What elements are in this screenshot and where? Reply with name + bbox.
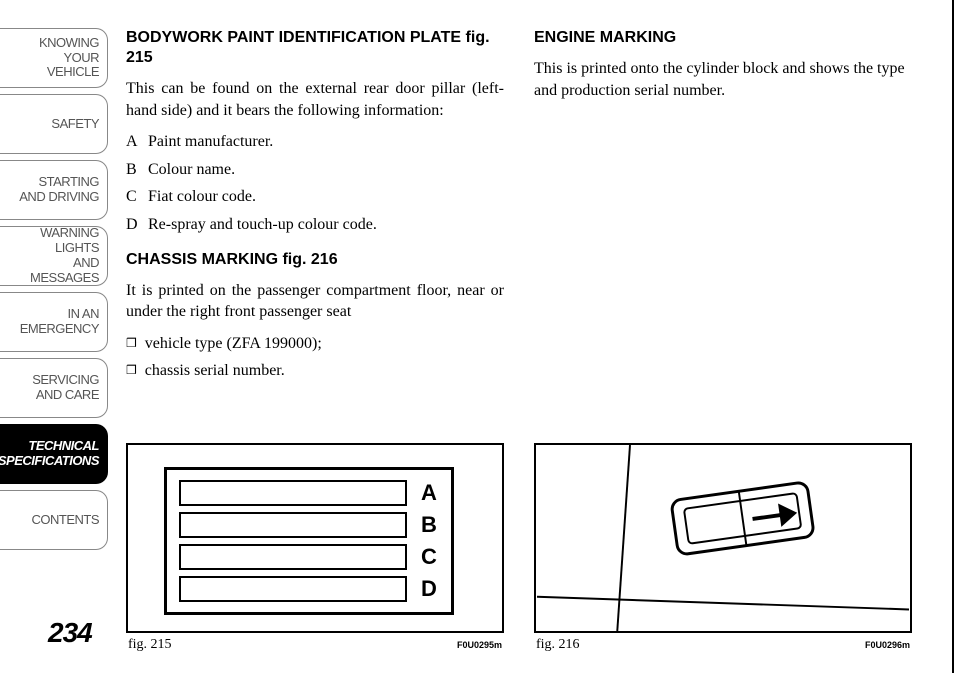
tab-line: SERVICING [32, 373, 99, 388]
figure-frame [534, 443, 912, 633]
bullet-item: ❒ vehicle type (ZFA 199000); [126, 333, 504, 355]
paragraph: It is printed on the passenger compartme… [126, 280, 504, 323]
tab-contents[interactable]: CONTENTS [0, 490, 108, 550]
figure-215: A B C D fig. 215 F [126, 443, 504, 653]
tab-line: STARTING [38, 175, 99, 190]
figure-label: fig. 215 [128, 637, 172, 653]
tab-line: SPECIFICATIONS [0, 454, 99, 469]
bullet-text: vehicle type (ZFA 199000); [145, 335, 322, 352]
heading-bodywork-plate: BODYWORK PAINT IDENTIFICATION PLATE fig.… [126, 28, 504, 68]
figure-frame: A B C D [126, 443, 504, 633]
list-key: B [126, 159, 144, 181]
list-text: Re-spray and touch-up colour code. [148, 216, 377, 233]
figure-caption: fig. 215 F0U0295m [126, 637, 504, 653]
tab-line: AND CARE [36, 388, 99, 403]
list-text: Paint manufacturer. [148, 133, 273, 150]
right-column: ENGINE MARKING This is printed onto the … [534, 28, 912, 653]
plate-letter-a: A [411, 480, 447, 506]
paragraph: This is printed onto the cylinder block … [534, 58, 912, 101]
figure-code: F0U0295m [457, 640, 502, 650]
list-item: C Fiat colour code. [126, 186, 504, 208]
page-number: 234 [48, 617, 92, 649]
tab-line: TECHNICAL [28, 439, 99, 454]
list-key: D [126, 214, 144, 236]
tab-line: WARNING LIGHTS [8, 226, 99, 256]
identification-plate: A B C D [164, 467, 454, 615]
page: KNOWING YOUR VEHICLE SAFETY STARTING AND… [0, 0, 954, 673]
list-key: A [126, 131, 144, 153]
left-column: BODYWORK PAINT IDENTIFICATION PLATE fig.… [126, 28, 504, 653]
heading-engine-marking: ENGINE MARKING [534, 28, 912, 48]
list-item: B Colour name. [126, 159, 504, 181]
tab-safety[interactable]: SAFETY [0, 94, 108, 154]
plate-row: D [179, 576, 407, 602]
plate-row: C [179, 544, 407, 570]
tab-line: AND MESSAGES [8, 256, 99, 286]
tab-servicing-and-care[interactable]: SERVICING AND CARE [0, 358, 108, 418]
tab-line: CONTENTS [32, 513, 100, 528]
tab-warning-lights-and-messages[interactable]: WARNING LIGHTS AND MESSAGES [0, 226, 108, 286]
plate-row: A [179, 480, 407, 506]
bullet-icon: ❒ [126, 362, 137, 378]
tab-line: IN AN [68, 307, 99, 322]
list-key: C [126, 186, 144, 208]
figure-label: fig. 216 [536, 637, 580, 653]
list-item: D Re-spray and touch-up colour code. [126, 214, 504, 236]
sidebar-tabs: KNOWING YOUR VEHICLE SAFETY STARTING AND… [0, 28, 108, 653]
tab-line: EMERGENCY [20, 322, 99, 337]
paragraph: This can be found on the external rear d… [126, 78, 504, 121]
bullet-item: ❒ chassis serial number. [126, 360, 504, 382]
content-area: BODYWORK PAINT IDENTIFICATION PLATE fig.… [108, 28, 912, 653]
figure-code: F0U0296m [865, 640, 910, 650]
tab-line: SAFETY [51, 117, 99, 132]
tab-technical-specifications[interactable]: TECHNICAL SPECIFICATIONS [0, 424, 108, 484]
bullet-icon: ❒ [126, 335, 137, 351]
engine-marking-illustration [536, 445, 910, 631]
plate-letter-b: B [411, 512, 447, 538]
tab-starting-and-driving[interactable]: STARTING AND DRIVING [0, 160, 108, 220]
plate-letter-c: C [411, 544, 447, 570]
list-text: Colour name. [148, 161, 235, 178]
plate-row: B [179, 512, 407, 538]
figure-216: fig. 216 F0U0296m [534, 443, 912, 653]
tab-in-an-emergency[interactable]: IN AN EMERGENCY [0, 292, 108, 352]
bullet-text: chassis serial number. [145, 362, 285, 379]
heading-chassis-marking: CHASSIS MARKING fig. 216 [126, 250, 504, 270]
plate-letter-d: D [411, 576, 447, 602]
tab-knowing-your-vehicle[interactable]: KNOWING YOUR VEHICLE [0, 28, 108, 88]
tab-line: YOUR [63, 51, 99, 66]
list-text: Fiat colour code. [148, 188, 256, 205]
tab-line: VEHICLE [47, 65, 99, 80]
tab-line: KNOWING [39, 36, 99, 51]
list-item: A Paint manufacturer. [126, 131, 504, 153]
figure-caption: fig. 216 F0U0296m [534, 637, 912, 653]
tab-line: AND DRIVING [19, 190, 99, 205]
